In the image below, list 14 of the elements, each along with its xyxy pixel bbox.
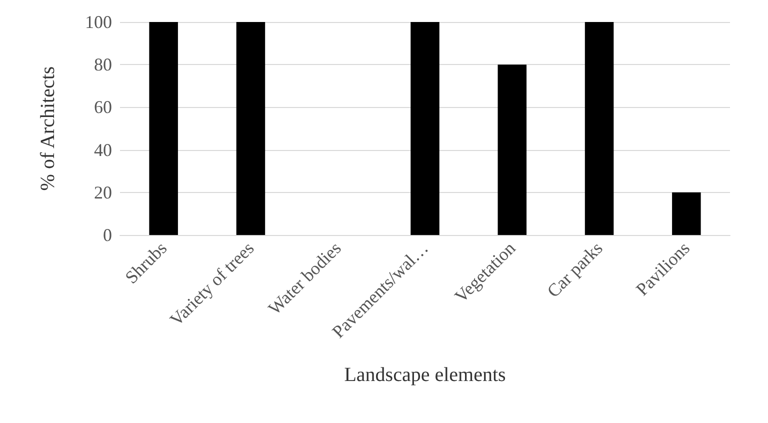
y-tick-label: 0 [103,225,112,245]
bar [584,22,614,235]
x-axis-title: Landscape elements [344,364,506,386]
y-tick-label: 40 [94,140,112,160]
bar [149,22,178,235]
y-tick-label: 100 [85,12,112,32]
bar [498,64,527,235]
y-tick-label: 80 [94,54,112,75]
bar [410,22,440,235]
bar [672,192,701,235]
y-tick-label: 20 [94,182,112,202]
y-axis-title: % of Architects [37,66,59,191]
bar [236,22,266,235]
y-tick-label: 60 [94,97,112,118]
